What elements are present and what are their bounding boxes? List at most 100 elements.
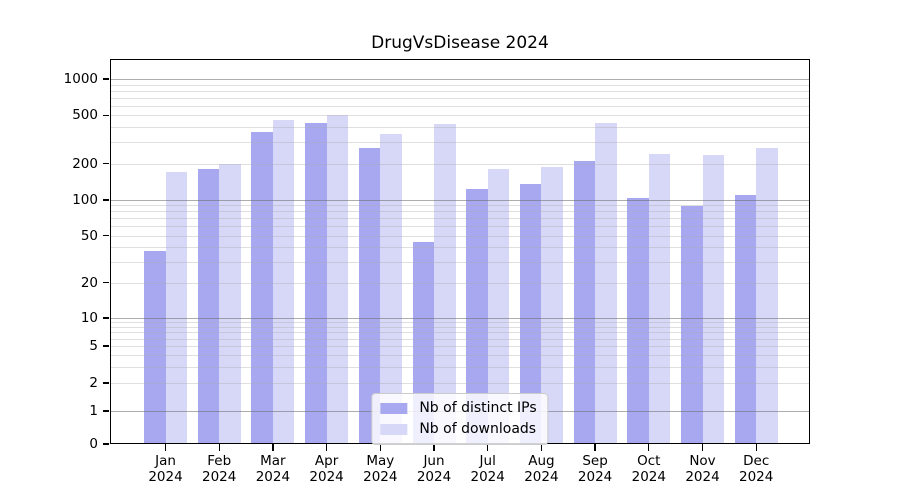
bar-downloads [165, 172, 187, 444]
month-year: 2024 [416, 469, 452, 485]
bar-downloads [595, 123, 617, 444]
gridline-minor [110, 332, 810, 334]
bar-distinct-ips [144, 251, 166, 444]
month-name: Nov [689, 453, 716, 469]
month-year: 2024 [739, 469, 774, 485]
x-tick [433, 444, 435, 451]
y-tick [103, 114, 109, 117]
gridline-minor [110, 338, 810, 340]
x-axis-month-label: Sep 2024 [563, 453, 627, 485]
y-tick [103, 317, 109, 319]
month-name: Sep [582, 453, 608, 469]
x-axis-month-label: Mar 2024 [241, 453, 305, 485]
x-tick [379, 444, 381, 451]
bar-downloads [756, 148, 778, 444]
x-tick [325, 444, 328, 451]
y-tick [103, 382, 109, 384]
y-axis-tick-label: 200 [72, 155, 98, 172]
y-tick [103, 199, 109, 201]
month-year: 2024 [363, 469, 398, 485]
x-axis-month-label: Jul 2024 [456, 453, 520, 485]
gridline-minor [110, 218, 810, 220]
x-axis-month-label: Oct 2024 [617, 453, 681, 485]
gridline-major [110, 318, 810, 320]
x-tick [648, 444, 650, 451]
x-tick [701, 444, 704, 451]
bar-distinct-ips [358, 147, 381, 444]
month-name: Jan [155, 453, 176, 469]
bar-downloads [487, 169, 510, 444]
x-axis-month-label: Nov 2024 [671, 453, 735, 485]
month-name: Apr [314, 453, 339, 469]
bar-downloads [702, 154, 724, 444]
x-axis-month-label: Apr 2024 [295, 453, 359, 485]
x-axis-month-label: Jun 2024 [402, 453, 466, 485]
y-tick [103, 443, 109, 445]
y-tick [103, 281, 109, 284]
x-axis-month-label: Dec 2024 [724, 453, 788, 485]
bar-distinct-ips [197, 169, 220, 444]
gridline-minor [110, 105, 810, 107]
bar-downloads [272, 120, 295, 444]
legend-swatch-distinct-ips [380, 402, 408, 414]
bar-distinct-ips [251, 132, 273, 444]
x-axis-month-label: Jan 2024 [134, 453, 198, 485]
gridline-minor [110, 163, 810, 165]
x-axis-month-label: May 2024 [348, 453, 412, 485]
gridline-minor [110, 211, 810, 213]
x-axis-month-label: Aug 2024 [509, 453, 573, 485]
gridline-minor [110, 346, 810, 347]
month-name: Aug [528, 453, 555, 469]
y-axis-tick-label: 5 [89, 338, 98, 354]
month-name: May [366, 453, 395, 469]
x-tick [164, 444, 167, 451]
x-tick [540, 444, 543, 451]
gridline-minor [110, 235, 810, 237]
y-tick [103, 345, 109, 347]
bar-distinct-ips [519, 184, 542, 444]
month-year: 2024 [685, 469, 720, 485]
month-year: 2024 [148, 469, 183, 485]
bar-distinct-ips [627, 197, 649, 444]
gridline-minor [110, 142, 810, 144]
y-axis-tick-label: 100 [72, 192, 98, 208]
gridline-minor [110, 366, 810, 368]
bar-downloads [219, 164, 241, 444]
bar-downloads [380, 134, 402, 444]
gridline-minor [110, 383, 810, 384]
month-year: 2024 [309, 469, 344, 485]
gridline-minor [110, 84, 810, 86]
month-year: 2024 [524, 469, 559, 485]
month-year: 2024 [202, 469, 237, 485]
bar-distinct-ips [305, 122, 327, 444]
x-tick [218, 444, 220, 451]
y-tick [103, 234, 109, 237]
y-tick [103, 78, 109, 80]
bar-distinct-ips [573, 160, 596, 444]
bar-downloads [326, 115, 349, 444]
legend-row-distinct-ips: Nb of distinct IPs [380, 399, 537, 417]
gridline-minor [110, 205, 810, 207]
month-name: Mar [260, 453, 286, 469]
y-tick [103, 162, 109, 165]
y-axis-tick-label: 1000 [63, 71, 98, 87]
gridline-minor [110, 247, 810, 248]
x-tick [594, 444, 596, 451]
chart-title: DrugVsDisease 2024 [371, 33, 549, 53]
x-tick [755, 444, 757, 451]
x-axis-month-label: Feb 2024 [187, 453, 251, 485]
gridline-major [110, 200, 810, 202]
y-tick [103, 410, 109, 412]
bar-downloads [648, 154, 671, 444]
bar-distinct-ips [734, 194, 757, 444]
gridline-minor [110, 90, 810, 92]
y-axis-tick-label: 10 [80, 310, 98, 326]
gridline-minor [110, 97, 810, 99]
legend-row-downloads: Nb of downloads [380, 420, 536, 438]
y-axis-tick-label: 20 [80, 274, 98, 291]
legend-label-downloads: Nb of downloads [419, 421, 537, 437]
gridline-minor [110, 322, 810, 324]
legend-label-distinct-ips: Nb of distinct IPs [419, 400, 537, 416]
bar-downloads [541, 166, 563, 444]
